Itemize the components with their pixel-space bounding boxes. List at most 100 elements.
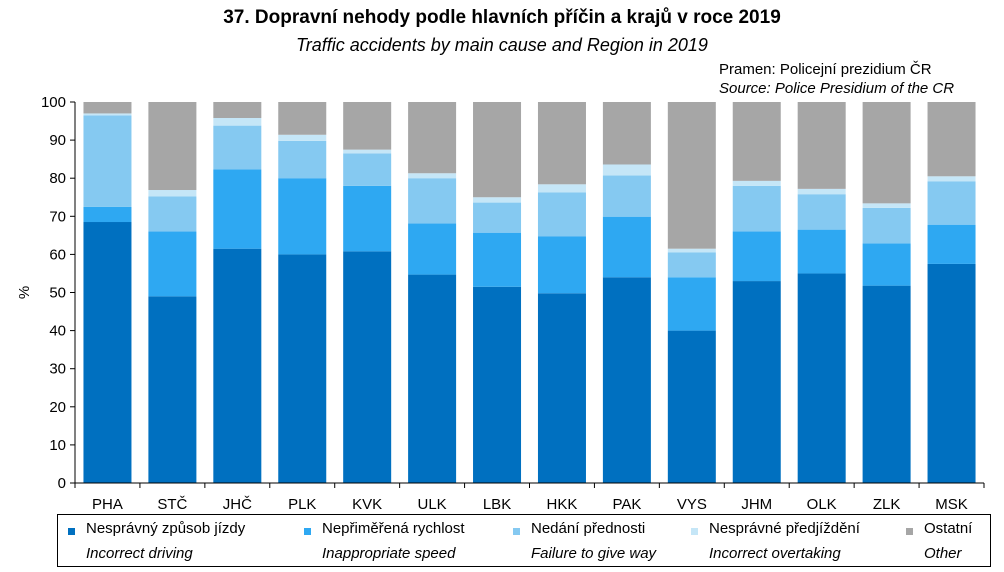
- bar-segment-jhm-4: [732, 102, 781, 181]
- bar-segment-pha-3: [83, 113, 132, 116]
- bar-segment-ulk-4: [408, 102, 457, 174]
- bar-segment-lbk-1: [473, 232, 522, 287]
- bar-segment-msk-0: [927, 263, 976, 483]
- bar-segment-stč-3: [148, 190, 197, 197]
- bar-segment-zlk-0: [862, 285, 911, 483]
- legend-label-cz: Nesprávný způsob jízdy: [86, 520, 246, 537]
- x-tick-label: VYS: [677, 496, 707, 513]
- y-tick-label: 10: [49, 437, 66, 454]
- bar-segment-kvk-3: [343, 149, 392, 154]
- bar-segment-lbk-0: [473, 286, 522, 483]
- bar-segment-olk-0: [797, 273, 846, 483]
- legend-swatch-failure-to-give-way: [513, 528, 520, 535]
- x-tick-label: HKK: [547, 496, 578, 513]
- bar-segment-pha-1: [83, 206, 132, 223]
- x-tick-label: KVK: [352, 496, 382, 513]
- bar-segment-plk-0: [278, 254, 327, 483]
- bar-segment-hkk-1: [537, 236, 586, 294]
- bar-segment-stč-4: [148, 102, 197, 191]
- y-axis-label: %: [16, 286, 33, 299]
- y-tick-label: 90: [49, 132, 66, 149]
- bar-segment-jhm-0: [732, 281, 781, 483]
- bar-segment-olk-2: [797, 194, 846, 230]
- legend-label-cz: Nepřiměřená rychlost: [322, 520, 465, 537]
- bar-segment-ulk-2: [408, 178, 457, 224]
- bar-segment-ulk-0: [408, 274, 457, 483]
- bar-segment-kvk-0: [343, 251, 392, 483]
- bar-segment-kvk-2: [343, 153, 392, 186]
- legend-label-en: Inappropriate speed: [322, 545, 456, 562]
- bar-segment-pha-2: [83, 115, 132, 207]
- chart-title: 37. Dopravní nehody podle hlavních příči…: [223, 7, 781, 28]
- x-tick-label: JHČ: [223, 496, 252, 513]
- y-tick-label: 50: [49, 285, 66, 302]
- x-tick-label: STČ: [157, 496, 187, 513]
- x-tick-label: LBK: [483, 496, 511, 513]
- x-tick-label: ZLK: [873, 496, 901, 513]
- x-tick-label: JHM: [741, 496, 772, 513]
- legend-swatch-incorrect-driving: [68, 528, 75, 535]
- bar-segment-plk-3: [278, 134, 327, 141]
- legend-label-cz: Nedání přednosti: [531, 520, 646, 537]
- bar-segment-plk-2: [278, 140, 327, 179]
- bar-segment-hkk-0: [537, 293, 586, 483]
- legend-label-en: Other: [924, 545, 962, 562]
- bar-segment-msk-2: [927, 181, 976, 225]
- bar-segment-vys-1: [667, 277, 716, 331]
- source-en: Source: Police Presidium of the CR: [719, 80, 955, 97]
- bar-segment-jhč-3: [213, 118, 262, 126]
- bar-segment-jhč-1: [213, 169, 262, 249]
- legend: Nesprávný způsob jízdy Incorrect driving…: [57, 514, 991, 567]
- bar-segment-pak-3: [602, 164, 651, 176]
- bar-segment-zlk-1: [862, 243, 911, 286]
- bar-segment-kvk-1: [343, 185, 392, 252]
- y-tick-label: 20: [49, 399, 66, 416]
- legend-label-en: Failure to give way: [531, 545, 657, 562]
- legend-swatch-other: [906, 528, 913, 535]
- bar-segment-msk-3: [927, 176, 976, 182]
- bar-segment-zlk-2: [862, 207, 911, 244]
- bar-segment-hkk-4: [537, 102, 586, 185]
- x-tick-label: PAK: [612, 496, 641, 513]
- bar-segment-msk-1: [927, 224, 976, 264]
- bar-segment-stč-2: [148, 196, 197, 232]
- legend-swatch-inappropriate-speed: [304, 528, 311, 535]
- bar-segment-jhm-2: [732, 185, 781, 232]
- bar-segment-pha-4: [83, 102, 132, 114]
- y-tick-label: 30: [49, 361, 66, 378]
- bar-segment-olk-4: [797, 102, 846, 189]
- y-tick-label: 100: [41, 94, 66, 111]
- legend-label-cz: Nesprávné předjíždění: [709, 520, 860, 537]
- bar-segment-vys-3: [667, 248, 716, 253]
- bar-segment-kvk-4: [343, 102, 392, 150]
- bar-segment-ulk-3: [408, 173, 457, 179]
- bar-segment-olk-3: [797, 188, 846, 195]
- y-tick-label: 80: [49, 170, 66, 187]
- bar-segment-lbk-4: [473, 102, 522, 198]
- source-cz: Pramen: Policejní prezidium ČR: [719, 61, 932, 78]
- bar-segment-jhm-3: [732, 180, 781, 186]
- bar-segment-jhč-0: [213, 248, 262, 483]
- bar-segment-vys-4: [667, 102, 716, 249]
- bar-segment-jhč-2: [213, 125, 262, 170]
- bar-segment-pha-0: [83, 222, 132, 483]
- bar-segment-vys-0: [667, 330, 716, 483]
- bar-segment-msk-4: [927, 102, 976, 177]
- bar-segment-vys-2: [667, 252, 716, 278]
- y-tick-label: 40: [49, 323, 66, 340]
- bar-segment-plk-4: [278, 102, 327, 135]
- bar-segment-zlk-4: [862, 102, 911, 204]
- x-tick-label: PLK: [288, 496, 316, 513]
- legend-label-cz: Ostatní: [924, 520, 973, 537]
- x-tick-label: ULK: [418, 496, 447, 513]
- bar-segment-stč-1: [148, 231, 197, 297]
- x-tick-label: OLK: [807, 496, 837, 513]
- y-tick-label: 70: [49, 208, 66, 225]
- bar-segment-hkk-3: [537, 184, 586, 193]
- legend-label-en: Incorrect driving: [86, 545, 193, 562]
- bar-segment-pak-4: [602, 102, 651, 165]
- x-tick-label: PHA: [92, 496, 123, 513]
- bar-segment-jhm-1: [732, 231, 781, 282]
- bar-segment-stč-0: [148, 296, 197, 483]
